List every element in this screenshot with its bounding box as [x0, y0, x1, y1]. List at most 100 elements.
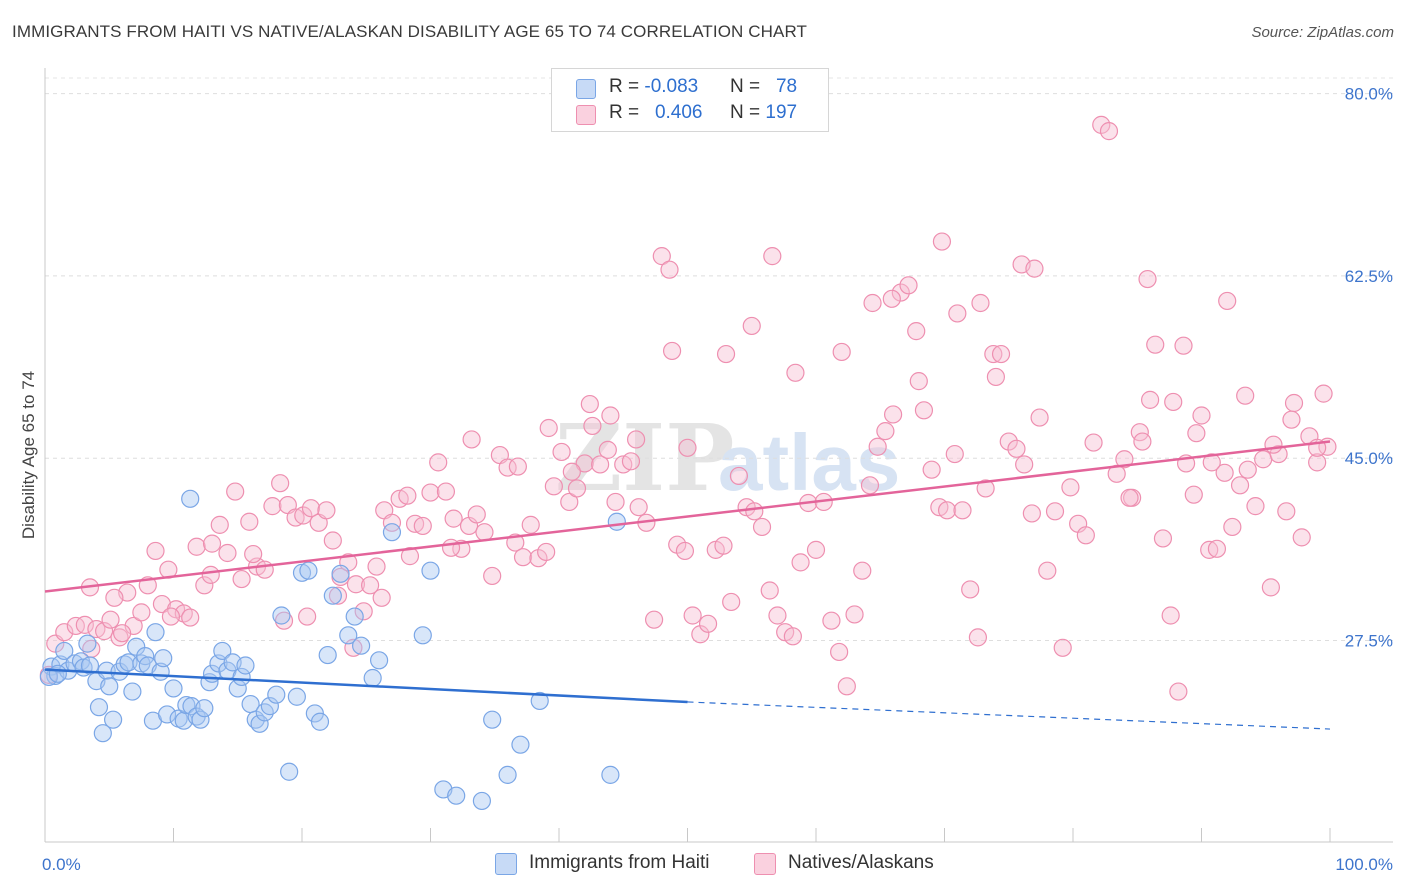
data-point	[511, 735, 530, 754]
data-point	[1314, 384, 1333, 403]
legend-n-value-haiti: 78	[775, 76, 798, 97]
data-point	[860, 476, 880, 495]
legend-swatch-haiti-bottom	[495, 853, 517, 875]
data-point	[1022, 504, 1041, 523]
source-label: Source: ZipAtlas.com	[1251, 24, 1394, 41]
data-point	[345, 607, 364, 626]
data-point	[498, 765, 517, 784]
data-point	[89, 698, 109, 717]
data-point	[853, 561, 872, 580]
data-point	[210, 515, 229, 534]
data-point	[660, 260, 679, 279]
data-point	[328, 586, 348, 605]
data-point	[367, 557, 386, 576]
data-point	[462, 430, 481, 449]
data-point	[339, 626, 358, 645]
data-point	[119, 653, 138, 672]
data-point	[652, 247, 671, 266]
data-point	[240, 512, 259, 531]
data-point	[1236, 386, 1255, 405]
data-point	[421, 561, 440, 580]
data-point	[48, 664, 67, 683]
data-point	[483, 566, 502, 586]
data-point	[267, 685, 286, 704]
data-point	[786, 363, 805, 382]
data-point	[260, 697, 279, 716]
data-point	[301, 499, 321, 518]
data-point	[213, 641, 232, 661]
data-point	[75, 615, 94, 634]
data-point	[1138, 269, 1157, 289]
data-point	[768, 606, 787, 625]
data-point	[909, 372, 928, 391]
data-point	[294, 506, 313, 525]
data-point	[154, 649, 173, 668]
data-point	[662, 341, 682, 361]
data-point	[948, 304, 967, 323]
data-point	[621, 452, 641, 471]
data-point	[398, 486, 417, 505]
data-point	[562, 462, 581, 481]
data-point	[914, 401, 934, 420]
legend-row-haiti: R = -0.083 N = 78	[552, 75, 828, 101]
data-point	[806, 540, 826, 559]
data-point	[1308, 453, 1327, 472]
correlation-legend: R = -0.083 N = 78 R = 0.406 N = 197	[551, 68, 829, 132]
y-axis-label: Disability Age 65 to 74	[19, 371, 38, 539]
data-point	[244, 544, 263, 564]
data-point	[607, 512, 626, 531]
data-point	[413, 626, 432, 645]
data-point	[195, 699, 214, 718]
data-point	[598, 440, 617, 459]
data-point	[783, 627, 802, 646]
data-point	[352, 636, 371, 655]
legend-r-haiti: R = -0.083	[609, 76, 699, 97]
data-point	[382, 513, 402, 532]
data-point	[436, 482, 456, 501]
data-point	[999, 432, 1018, 451]
x-tick-label-end: 100.0%	[1335, 855, 1393, 874]
data-point	[331, 564, 350, 583]
data-point	[953, 501, 972, 520]
data-point	[271, 474, 290, 493]
data-point	[1146, 335, 1165, 354]
data-point	[226, 482, 245, 501]
data-point	[274, 611, 294, 630]
data-point	[575, 454, 594, 473]
legend-n-value-natives: 197	[765, 102, 798, 123]
data-point	[104, 710, 123, 729]
data-point	[181, 489, 200, 508]
data-point	[181, 608, 200, 627]
data-point	[984, 344, 1003, 364]
data-point	[968, 628, 988, 647]
data-point	[716, 344, 736, 364]
legend-label-natives: Natives/Alaskans	[788, 852, 934, 873]
data-point	[1192, 406, 1211, 425]
data-point	[591, 455, 610, 474]
data-point	[601, 406, 620, 425]
data-point	[583, 416, 602, 436]
data-point	[601, 765, 620, 784]
data-point	[187, 537, 206, 556]
data-point	[1282, 410, 1301, 429]
series-haiti	[39, 489, 626, 811]
data-point	[1099, 122, 1119, 141]
data-point	[78, 634, 97, 653]
data-point	[1174, 336, 1193, 355]
data-point	[971, 293, 990, 313]
data-point	[961, 580, 980, 599]
data-point	[483, 710, 502, 729]
data-point	[822, 611, 841, 630]
data-point	[1246, 497, 1265, 516]
data-point	[1164, 392, 1183, 412]
data-point	[1202, 453, 1221, 472]
legend-r-value-haiti: -0.083	[644, 76, 699, 97]
data-point	[868, 437, 887, 456]
data-point	[763, 247, 782, 266]
data-point	[922, 460, 941, 479]
data-point	[742, 316, 761, 336]
data-point	[837, 677, 856, 696]
legend-n-natives: N = 197	[730, 102, 798, 123]
data-point	[467, 505, 486, 524]
data-point	[876, 422, 895, 441]
